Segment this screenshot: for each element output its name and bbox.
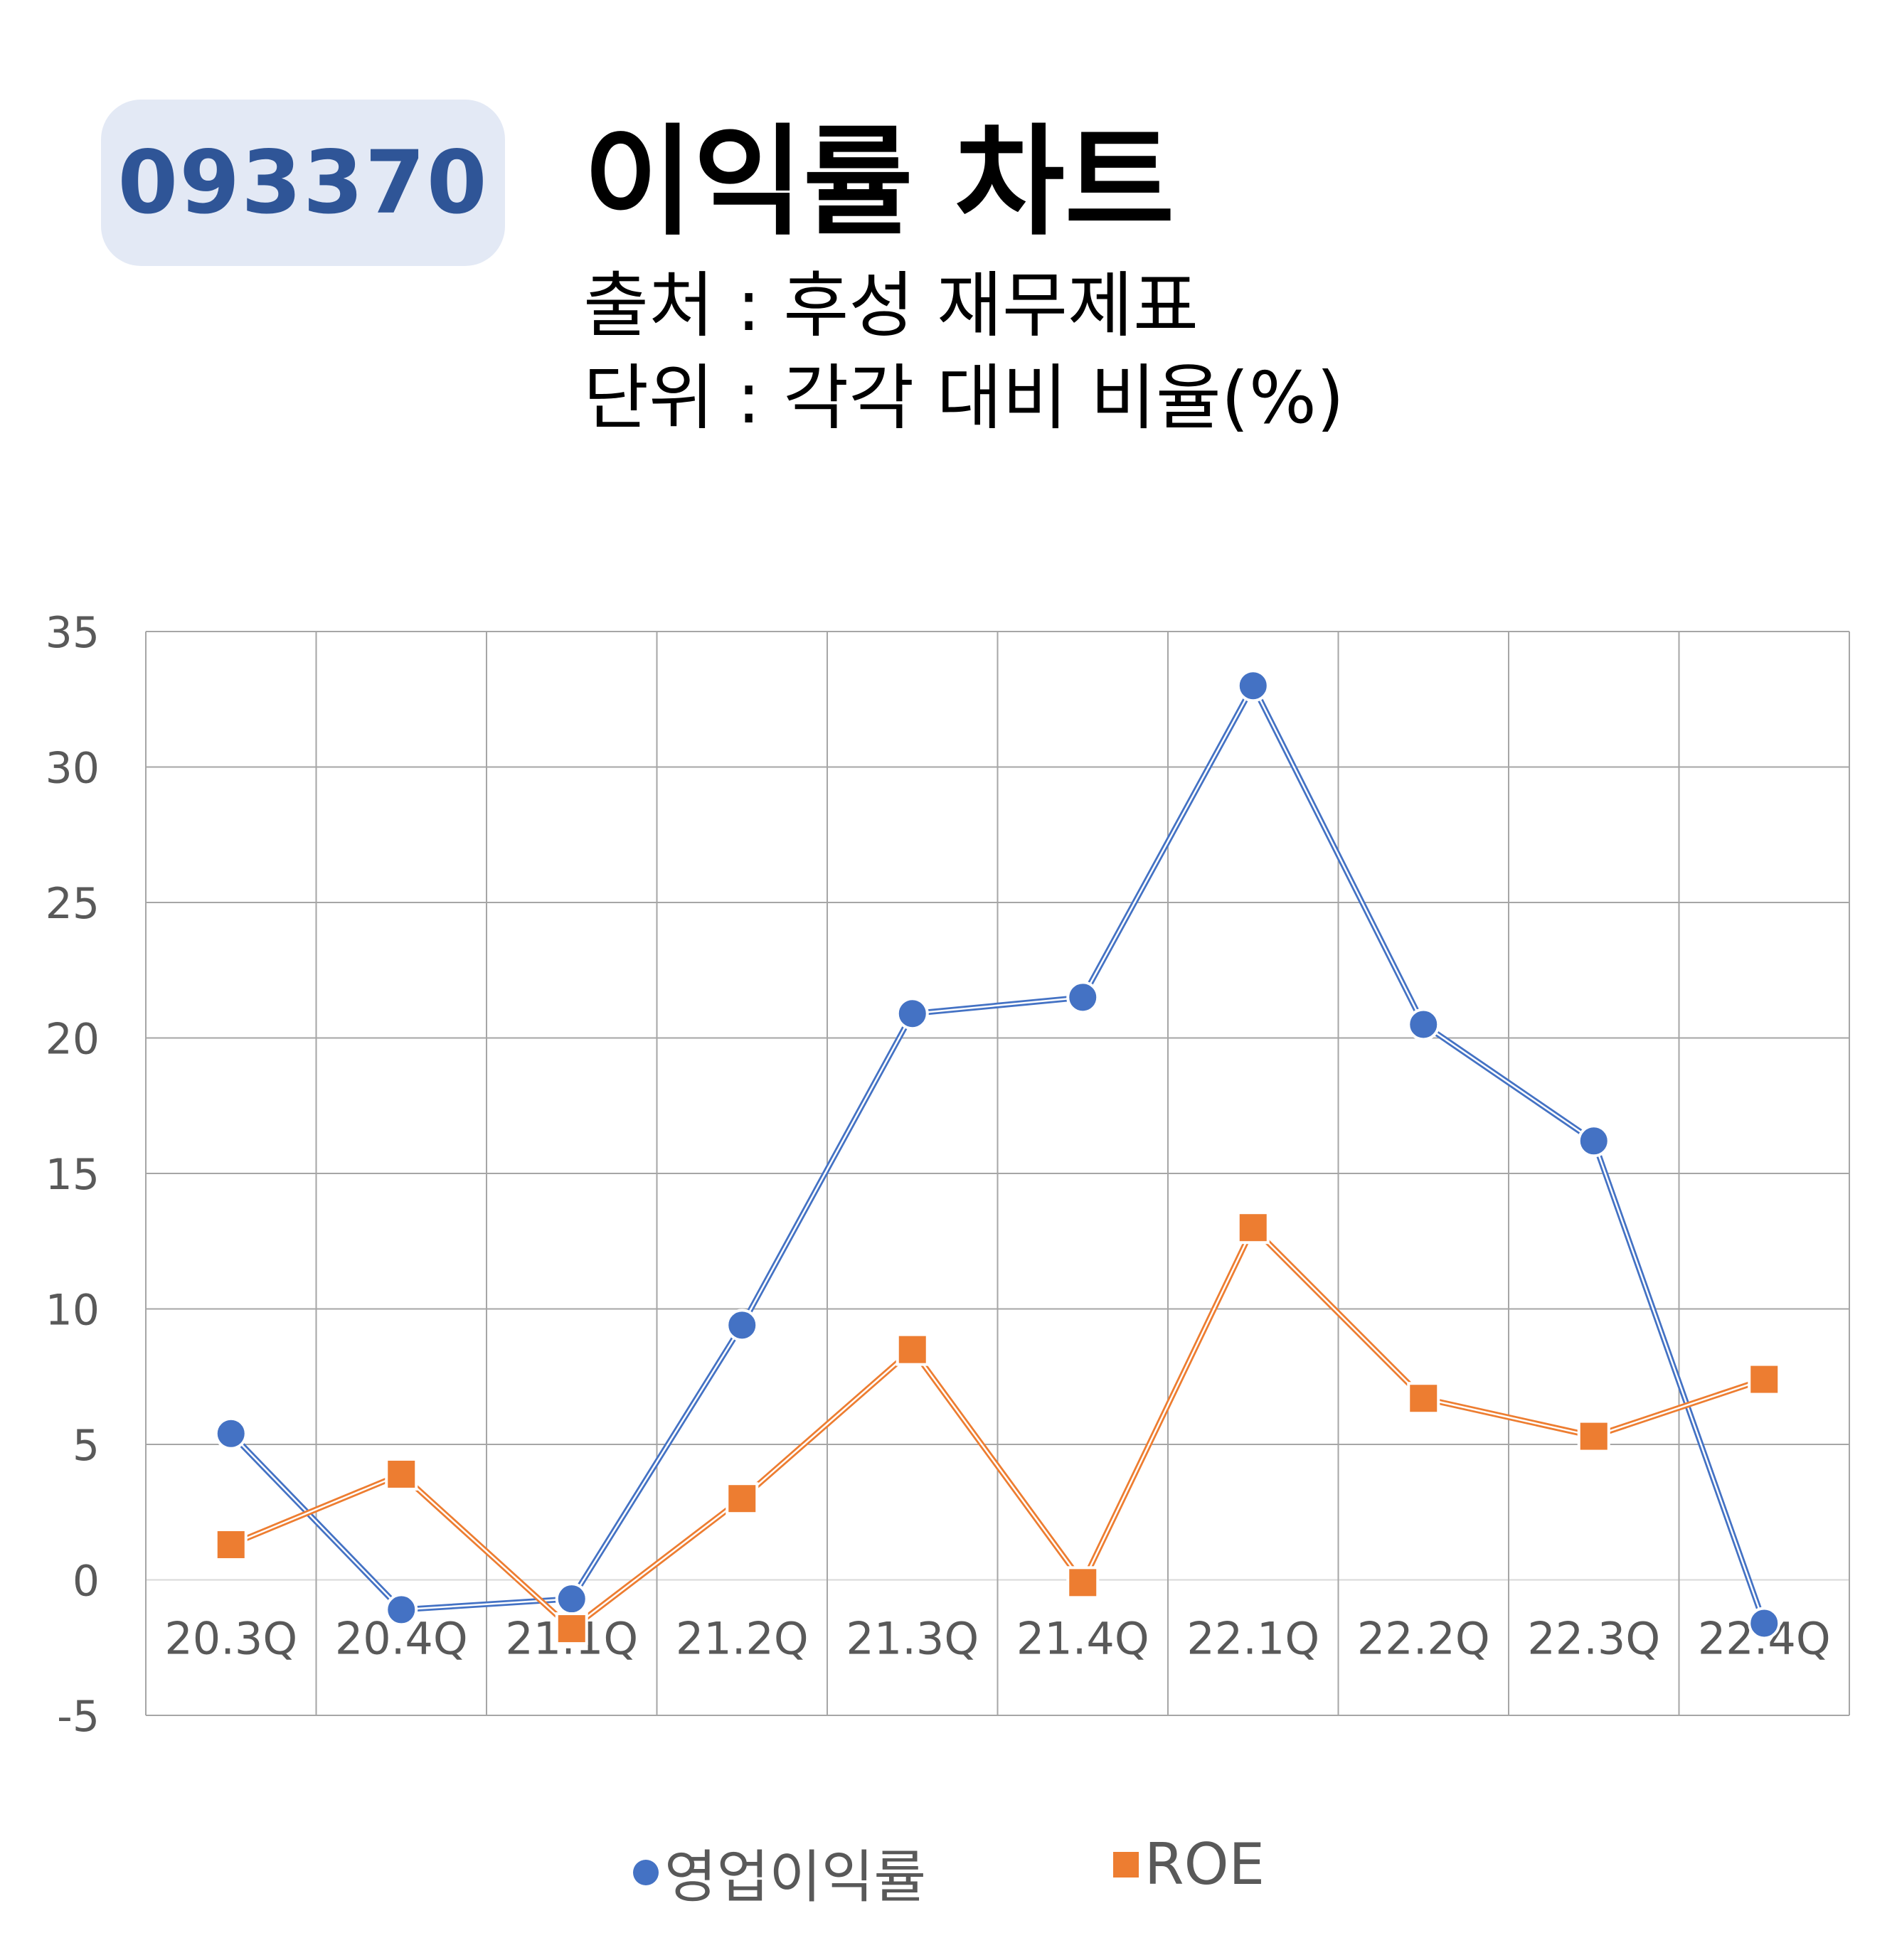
legend-label: 영업이익률 xyxy=(664,1844,926,1910)
legend-item-roe: ROE xyxy=(1113,1831,1265,1897)
y-tick-label: 5 xyxy=(73,1421,100,1471)
data-point xyxy=(1236,669,1270,703)
ticker-code: 093370 xyxy=(117,132,489,233)
circle-marker-icon xyxy=(633,1860,659,1885)
data-point xyxy=(1066,1566,1100,1599)
y-tick-label: -5 xyxy=(57,1692,100,1742)
data-point xyxy=(1066,981,1100,1014)
x-tick-label: 21.4Q xyxy=(1016,1613,1149,1665)
y-tick-label: 10 xyxy=(46,1286,100,1336)
data-point xyxy=(555,1582,588,1616)
x-tick-label: 22.2Q xyxy=(1357,1613,1490,1665)
legend-item-operating-margin: 영업이익률 xyxy=(633,1831,926,1914)
data-point xyxy=(1748,1363,1781,1396)
data-point xyxy=(385,1457,418,1491)
data-point xyxy=(555,1612,588,1646)
source-note: 출처 : 후성 재무제표 xyxy=(583,264,1199,347)
series-line-highlight xyxy=(230,684,1765,1624)
data-point xyxy=(1407,1382,1440,1415)
data-point xyxy=(726,1482,759,1516)
unit-note: 단위 : 각각 대비 비율(%) xyxy=(583,356,1344,440)
series-line-highlight xyxy=(230,1226,1765,1630)
y-tick-label: 20 xyxy=(46,1015,100,1065)
y-tick-label: 15 xyxy=(46,1150,100,1200)
y-tick-label: 0 xyxy=(73,1557,100,1607)
data-point xyxy=(214,1417,248,1450)
y-tick-label: 35 xyxy=(46,608,100,658)
data-point xyxy=(385,1593,418,1626)
legend: 영업이익률 ROE xyxy=(0,1831,1897,1910)
data-point xyxy=(726,1309,759,1342)
square-marker-icon xyxy=(1113,1851,1139,1878)
line-chart: -50510152025303520.3Q20.4Q21.1Q21.2Q21.3… xyxy=(46,608,1850,1742)
data-point xyxy=(1577,1124,1610,1158)
x-tick-label: 21.2Q xyxy=(676,1613,809,1665)
y-tick-label: 25 xyxy=(46,879,100,929)
x-tick-label: 22.1Q xyxy=(1186,1613,1319,1665)
data-point xyxy=(896,997,929,1030)
ticker-badge: 093370 xyxy=(101,100,505,266)
data-point xyxy=(1748,1607,1781,1640)
x-tick-label: 20.3Q xyxy=(164,1613,297,1665)
data-point xyxy=(214,1528,248,1561)
chart-title: 이익률 차트 xyxy=(583,112,1175,252)
x-tick-label: 21.3Q xyxy=(846,1613,979,1665)
y-tick-label: 30 xyxy=(46,744,100,794)
x-tick-label: 22.3Q xyxy=(1527,1613,1660,1665)
data-point xyxy=(1236,1211,1270,1245)
data-point xyxy=(896,1333,929,1366)
data-point xyxy=(1577,1420,1610,1453)
data-point xyxy=(1407,1008,1440,1041)
legend-label: ROE xyxy=(1144,1831,1265,1897)
